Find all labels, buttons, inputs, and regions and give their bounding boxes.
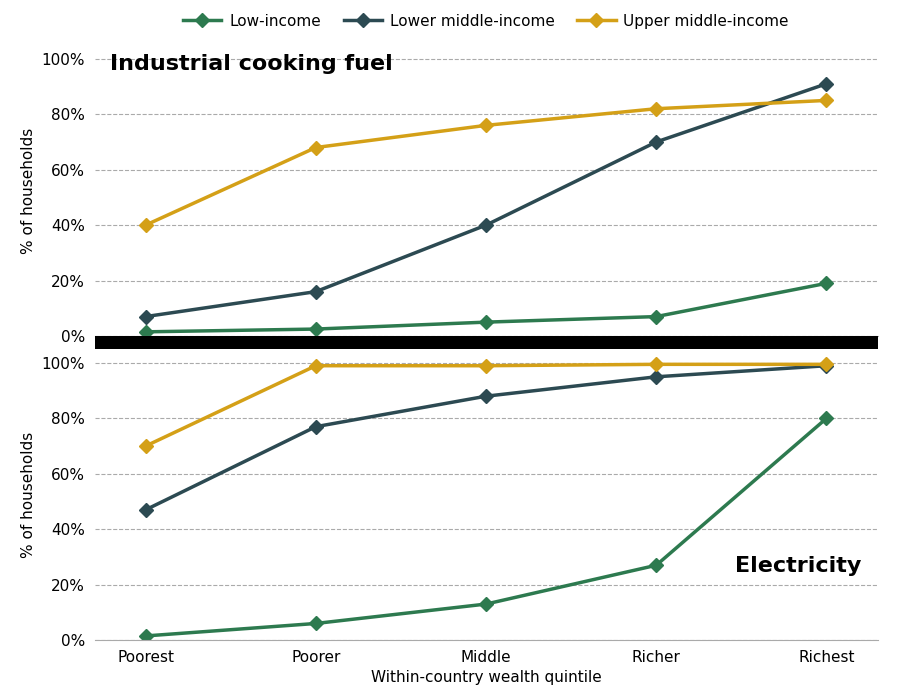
Line: Lower middle-income: Lower middle-income	[140, 79, 832, 322]
Line: Upper middle-income: Upper middle-income	[140, 95, 832, 230]
Text: Industrial cooking fuel: Industrial cooking fuel	[110, 54, 393, 74]
Low-income	[140, 328, 151, 336]
Y-axis label: % of households: % of households	[21, 432, 36, 558]
Lower middle-income	[140, 313, 151, 321]
X-axis label: Within-country wealth quintile: Within-country wealth quintile	[371, 366, 601, 381]
Line: Low-income: Low-income	[140, 278, 832, 337]
Upper middle-income	[310, 143, 321, 152]
Low-income	[651, 313, 661, 321]
X-axis label: Within-country wealth quintile: Within-country wealth quintile	[371, 671, 601, 685]
Low-income	[481, 318, 491, 327]
Upper middle-income	[821, 96, 832, 104]
Low-income	[821, 279, 832, 287]
Lower middle-income	[481, 221, 491, 229]
Text: Electricity: Electricity	[735, 556, 862, 576]
Lower middle-income	[651, 138, 661, 146]
Legend: Low-income, Lower middle-income, Upper middle-income: Low-income, Lower middle-income, Upper m…	[177, 8, 795, 35]
Upper middle-income	[481, 121, 491, 129]
Upper middle-income	[651, 104, 661, 113]
Low-income	[310, 325, 321, 334]
Y-axis label: % of households: % of households	[21, 127, 36, 253]
Lower middle-income	[821, 80, 832, 88]
Lower middle-income	[310, 287, 321, 295]
Upper middle-income	[140, 221, 151, 229]
